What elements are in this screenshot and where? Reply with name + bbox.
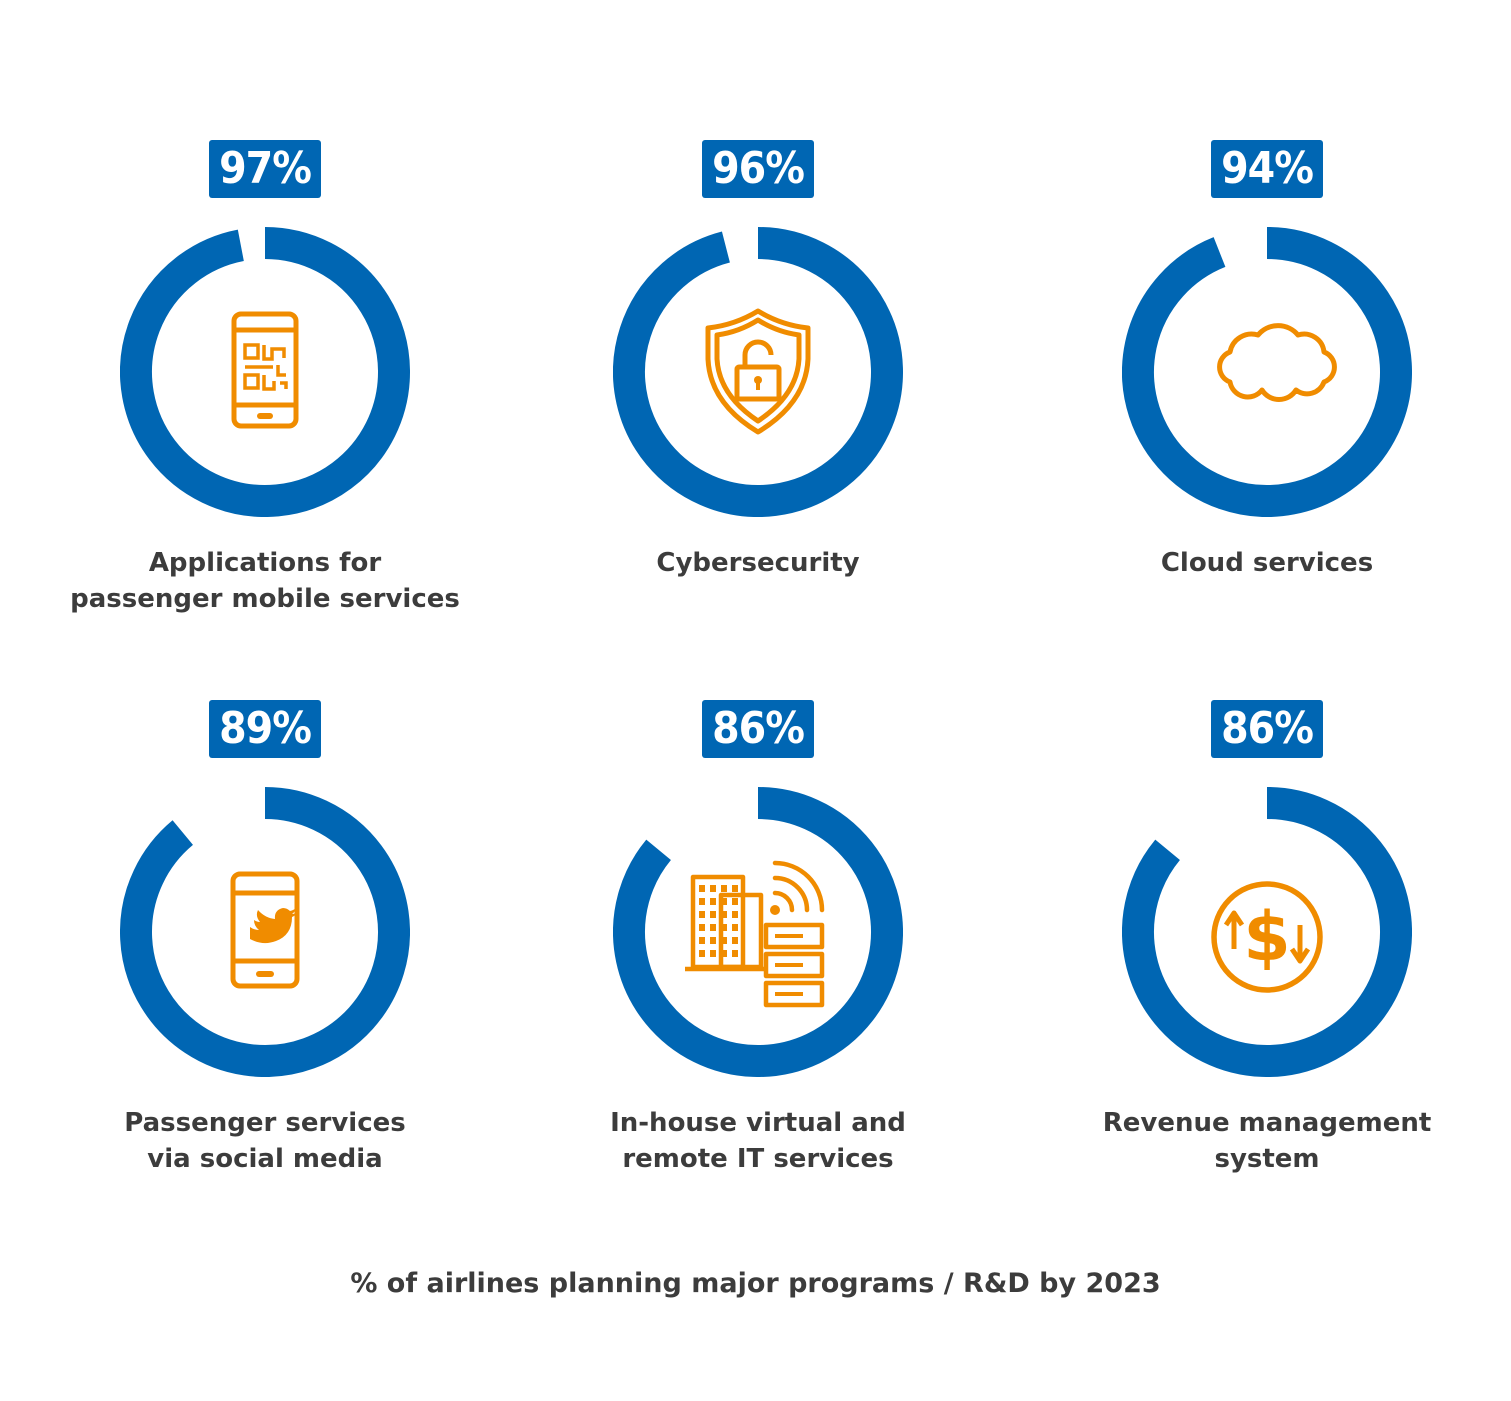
chart-card: 86% $ Revenue management system <box>1017 700 1511 1200</box>
smartphone-twitter-icon <box>230 871 300 989</box>
percentage-badge: 86% <box>702 700 814 758</box>
donut-arc <box>120 787 410 1077</box>
percentage-badge: 94% <box>1211 140 1323 198</box>
chart-card: 96% Cybersecurity <box>508 140 1008 640</box>
chart-caption: % of airlines planning major programs / … <box>350 1268 1161 1299</box>
chart-card: 97% Applications for passenger mobile se… <box>15 140 515 640</box>
percentage-badge: 86% <box>1211 700 1323 758</box>
donut-ring: $ <box>1122 787 1412 1077</box>
item-label: In-house virtual and remote IT services <box>610 1108 906 1174</box>
donut-ring <box>120 787 410 1077</box>
item-label: Passenger services via social media <box>124 1108 406 1174</box>
donut-ring <box>120 227 410 517</box>
donut-arc <box>613 787 903 1077</box>
shield-lock-icon <box>705 308 811 435</box>
svg-text:$: $ <box>1243 898 1290 977</box>
donut-ring <box>1122 227 1412 517</box>
donut-ring <box>613 227 903 517</box>
item-label: Applications for passenger mobile servic… <box>70 548 460 614</box>
chart-card: 89% Passenger services via social media <box>15 700 515 1200</box>
donut-arc <box>1122 787 1412 1077</box>
smartphone-qr-icon <box>231 311 299 429</box>
item-label: Revenue management system <box>1102 1108 1432 1174</box>
item-label: Cybersecurity <box>656 548 860 578</box>
donut-arc <box>613 227 903 517</box>
donut-arc <box>1122 227 1412 517</box>
item-label: Cloud services <box>1160 548 1374 578</box>
percentage-badge: 97% <box>209 140 321 198</box>
dollar-arrows-icon: $ <box>1211 881 1323 993</box>
cloud-icon <box>1217 323 1337 402</box>
donut-arc <box>120 227 410 517</box>
donut-ring <box>613 787 903 1077</box>
buildings-servers-wifi-icon <box>685 860 825 1008</box>
percentage-badge: 96% <box>702 140 814 198</box>
percentage-badge: 89% <box>209 700 321 758</box>
chart-card: 94% Cloud services <box>1017 140 1511 640</box>
chart-card: 86% In-house virtual and remote IT servi… <box>508 700 1008 1200</box>
